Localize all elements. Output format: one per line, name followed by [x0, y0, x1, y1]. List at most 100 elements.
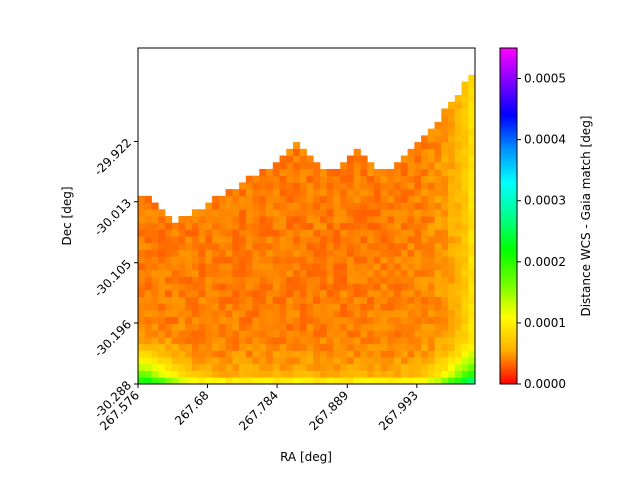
heatmap-cell — [407, 289, 415, 298]
heatmap-cell — [279, 316, 287, 324]
heatmap-cell — [340, 310, 348, 318]
heatmap-cell — [164, 269, 173, 277]
heatmap-cell — [293, 249, 301, 257]
heatmap-cell — [198, 249, 206, 257]
heatmap-cell — [205, 283, 213, 291]
heatmap-cell — [380, 310, 388, 318]
heatmap-cell — [191, 336, 200, 345]
heatmap-cell — [407, 249, 415, 257]
heatmap-cell — [333, 316, 341, 324]
heatmap-cell — [380, 330, 388, 338]
heatmap-cell — [171, 222, 179, 230]
heatmap-cell — [138, 363, 146, 371]
heatmap-cell — [333, 323, 341, 331]
y-axis: -30.288-30.196-30.105-30.013-29.922 — [91, 136, 138, 421]
heatmap-cell — [407, 256, 415, 264]
heatmap-cell — [279, 182, 287, 190]
heatmap-cell — [272, 168, 280, 177]
heatmap-cell — [279, 370, 287, 378]
heatmap-cell — [245, 303, 253, 311]
heatmap-cell — [232, 357, 240, 365]
heatmap-cell — [225, 350, 233, 358]
heatmap-cell — [266, 242, 274, 250]
heatmap-cell — [353, 336, 361, 345]
heatmap-cell — [266, 269, 274, 277]
heatmap-cell — [346, 229, 355, 237]
heatmap-cell — [333, 357, 341, 365]
heatmap-cell — [319, 363, 328, 371]
heatmap-cell — [225, 283, 233, 291]
heatmap-cell — [326, 222, 334, 230]
heatmap-cell — [286, 323, 294, 331]
heatmap-cell — [380, 323, 388, 331]
heatmap-cell — [400, 363, 408, 371]
heatmap-cell — [239, 343, 247, 351]
heatmap-cell — [306, 296, 314, 304]
heatmap-cell — [279, 357, 287, 365]
heatmap-cell — [232, 236, 240, 244]
heatmap-cell — [326, 229, 334, 237]
heatmap-cell — [171, 323, 179, 331]
heatmap-cell — [151, 202, 159, 210]
heatmap-cell — [266, 209, 274, 217]
heatmap-cell — [448, 377, 456, 385]
heatmap-cell — [454, 95, 462, 103]
heatmap-cell — [340, 249, 348, 257]
heatmap-cell — [441, 289, 449, 298]
heatmap-cell — [151, 256, 159, 264]
heatmap-cell — [198, 209, 206, 217]
heatmap-cell — [306, 289, 314, 298]
heatmap-cell — [299, 256, 307, 264]
heatmap-cell — [151, 303, 159, 311]
heatmap-cell — [225, 249, 233, 257]
heatmap-cell — [239, 229, 247, 237]
heatmap-cell — [151, 323, 159, 331]
heatmap-cell — [340, 370, 348, 378]
heatmap-cell — [272, 276, 280, 284]
heatmap-cell — [144, 289, 152, 298]
heatmap-cell — [454, 276, 462, 284]
heatmap-cell — [387, 363, 395, 371]
heatmap-cell — [212, 195, 220, 203]
colorbar-tick-label: 0.0001 — [524, 316, 566, 330]
heatmap-cell — [272, 357, 280, 365]
heatmap-cell — [414, 189, 422, 197]
heatmap-cell — [164, 336, 173, 345]
heatmap-cell — [286, 350, 294, 358]
heatmap-cell — [448, 289, 456, 298]
heatmap-cell — [353, 202, 361, 210]
heatmap-cell — [232, 283, 240, 291]
heatmap-cell — [400, 316, 408, 324]
heatmap-cell — [367, 370, 375, 378]
heatmap-cell — [427, 236, 435, 244]
heatmap-cell — [306, 175, 314, 183]
heatmap-cell — [293, 222, 301, 230]
heatmap-cell — [259, 363, 267, 371]
heatmap-cell — [138, 283, 146, 291]
colorbar-tick-label: 0.0003 — [524, 194, 566, 208]
heatmap-cell — [293, 377, 301, 385]
heatmap-cell — [293, 303, 301, 311]
heatmap-cell — [225, 357, 233, 365]
colorbar-tick-label: 0.0002 — [524, 255, 566, 269]
heatmap-cell — [232, 256, 240, 264]
heatmap-cell — [212, 209, 220, 217]
heatmap-cell — [178, 363, 186, 371]
heatmap-cell — [414, 195, 422, 203]
heatmap-cell — [448, 189, 456, 197]
heatmap-cell — [272, 202, 280, 210]
heatmap-cell — [340, 162, 348, 170]
heatmap-cell — [252, 256, 260, 264]
heatmap-cell — [441, 222, 449, 230]
heatmap-cell — [178, 229, 186, 237]
heatmap-cell — [293, 289, 301, 298]
heatmap-cell — [400, 269, 408, 277]
heatmap-cell — [454, 289, 462, 298]
heatmap-cell — [205, 276, 213, 284]
heatmap-cell — [326, 330, 334, 338]
heatmap-cell — [427, 357, 435, 365]
heatmap-cell — [306, 316, 314, 324]
heatmap-cell — [434, 283, 442, 291]
heatmap-cell — [427, 216, 435, 224]
heatmap-cell — [272, 283, 280, 291]
